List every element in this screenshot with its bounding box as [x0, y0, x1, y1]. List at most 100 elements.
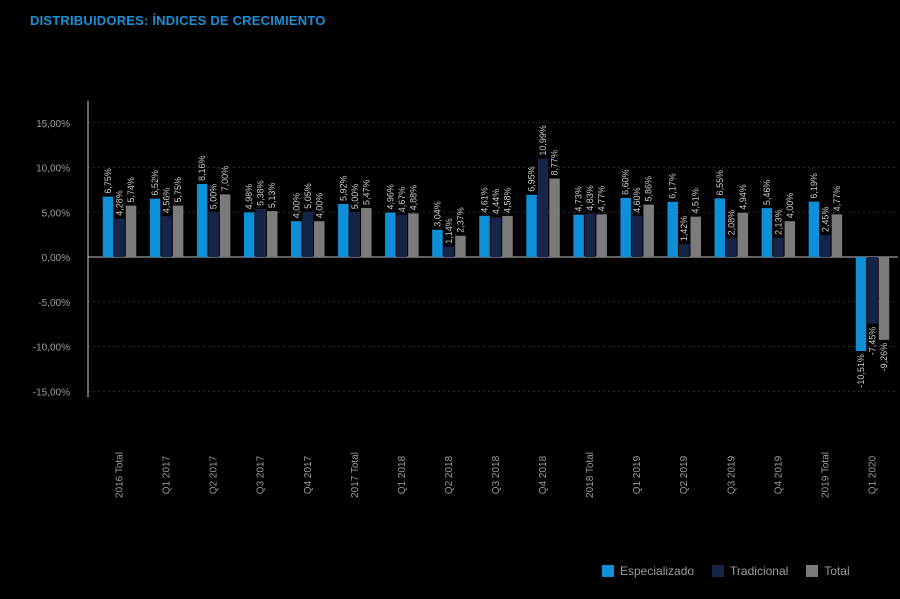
legend-item-tradicional: Tradicional	[712, 564, 788, 578]
data-label: 5,74%	[126, 177, 136, 203]
legend: Especializado Tradicional Total	[602, 564, 850, 578]
bar-especializado	[526, 194, 537, 257]
bar-especializado	[385, 212, 396, 257]
bar-total	[784, 221, 796, 257]
data-label: 4,56%	[162, 188, 172, 214]
data-label: 4,98%	[244, 184, 254, 210]
data-label: -7,45%	[867, 327, 877, 356]
legend-swatch-especializado	[602, 565, 614, 577]
bar-especializado	[808, 201, 820, 257]
bar-tradicional	[302, 211, 314, 257]
bar-tradicional	[396, 215, 408, 257]
data-label: 2,45%	[820, 207, 830, 233]
data-label: 4,61%	[480, 187, 490, 213]
data-label: -9,26%	[879, 343, 889, 372]
x-tick-label: Q3 2018	[491, 455, 502, 494]
data-label: 5,86%	[644, 176, 654, 202]
bar-tradicional	[208, 212, 219, 257]
legend-swatch-total	[806, 565, 819, 577]
legend-label-total: Total	[824, 564, 850, 578]
x-tick-label: 2018 Total	[585, 452, 596, 498]
bar-tradicional	[867, 257, 878, 324]
data-label: 4,60%	[632, 187, 642, 213]
bar-tradicional	[443, 246, 455, 257]
y-tick-label: -10,00%	[33, 343, 70, 354]
bar-especializado	[714, 198, 726, 257]
data-label: 8,16%	[197, 155, 207, 181]
x-tick-label: Q1 2020	[867, 455, 878, 494]
x-tick-label: Q3 2017	[256, 455, 267, 494]
data-label: 6,95%	[527, 166, 537, 192]
bar-total	[690, 216, 701, 257]
bar-tradicional	[820, 235, 831, 257]
data-label: 6,60%	[621, 169, 631, 195]
bar-tradicional	[584, 213, 596, 257]
data-label: 1,42%	[679, 216, 689, 242]
data-label: 4,28%	[115, 190, 125, 216]
x-tick-label: Q3 2019	[726, 455, 737, 494]
data-label: 2,37%	[455, 207, 465, 233]
bar-total	[455, 235, 466, 257]
data-label: 4,77%	[597, 186, 607, 212]
data-label: 5,05%	[303, 183, 313, 209]
data-label: 6,17%	[668, 173, 678, 199]
y-tick-label: 15,00%	[36, 119, 70, 130]
x-tick-label: Q4 2018	[538, 455, 549, 494]
data-label: 6,75%	[103, 168, 113, 194]
bar-especializado	[855, 257, 867, 352]
data-label: 7,00%	[220, 166, 230, 192]
bar-especializado	[761, 208, 773, 257]
bar-especializado	[149, 198, 161, 257]
data-label: 5,46%	[762, 180, 772, 206]
bar-especializado	[667, 201, 678, 257]
bar-total	[172, 205, 184, 257]
data-label: 8,77%	[550, 150, 560, 176]
data-label: 6,19%	[809, 173, 819, 199]
bar-especializado	[291, 221, 302, 257]
data-label: 5,00%	[209, 184, 219, 210]
bar-especializado	[196, 183, 208, 257]
data-label: 4,83%	[585, 185, 595, 211]
data-label: 4,73%	[574, 186, 584, 212]
x-tick-label: Q1 2018	[397, 455, 408, 494]
y-tick-label: -15,00%	[33, 387, 70, 398]
bar-total	[878, 257, 890, 340]
data-label: 2,13%	[773, 209, 783, 235]
legend-item-especializado: Especializado	[602, 564, 694, 578]
bar-tradicional	[490, 217, 502, 257]
bar-tradicional	[678, 244, 690, 257]
legend-swatch-tradicional	[712, 565, 725, 577]
data-label: 6,55%	[715, 170, 725, 196]
bar-tradicional	[631, 215, 643, 257]
y-tick-label: 5,00%	[42, 208, 70, 219]
data-label: 4,00%	[314, 193, 324, 219]
data-label: 4,58%	[503, 187, 513, 213]
data-label: 4,77%	[832, 186, 842, 212]
data-label: 5,92%	[338, 175, 348, 201]
legend-label-especializado: Especializado	[620, 564, 695, 578]
bar-total	[549, 178, 560, 257]
x-tick-label: 2017 Total	[350, 452, 361, 498]
data-label: 4,96%	[385, 184, 395, 210]
data-label: 1,14%	[444, 218, 454, 244]
bar-total	[125, 205, 137, 257]
data-label: 4,00%	[785, 193, 795, 219]
bar-tradicional	[255, 208, 266, 257]
y-tick-label: 10,00%	[36, 164, 70, 175]
bar-especializado	[243, 212, 255, 257]
data-label: -10,51%	[856, 354, 866, 388]
data-label: 10,99%	[538, 125, 548, 156]
x-tick-label: 2016 Total	[115, 452, 126, 498]
bar-tradicional	[349, 212, 361, 257]
data-label: 4,94%	[738, 184, 748, 210]
legend-item-total: Total	[806, 564, 850, 578]
data-label: 5,75%	[173, 177, 183, 203]
bar-especializado	[573, 214, 584, 257]
bar-especializado	[432, 229, 443, 257]
bar-total	[266, 211, 278, 257]
bar-tradicional	[114, 218, 125, 257]
bar-tradicional	[726, 238, 737, 257]
bar-total	[361, 208, 372, 257]
data-label: 4,51%	[691, 188, 701, 214]
